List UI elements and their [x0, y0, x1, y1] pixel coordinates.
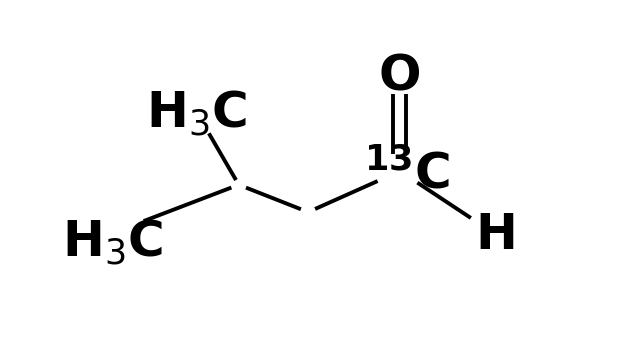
Text: H$_3$C: H$_3$C [61, 218, 163, 267]
Text: $\mathbf{^{13}}$C: $\mathbf{^{13}}$C [364, 149, 450, 198]
Text: H$_3$C: H$_3$C [146, 89, 247, 138]
Text: O: O [379, 53, 421, 101]
Text: H: H [476, 211, 518, 259]
